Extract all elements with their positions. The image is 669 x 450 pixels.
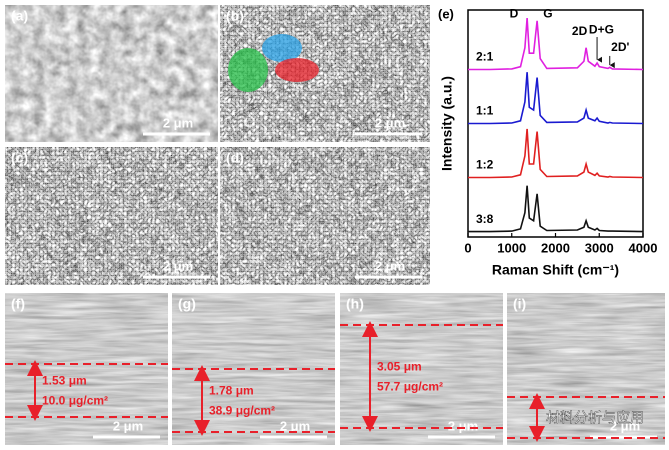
- scale-bar-label: 2 μm: [280, 418, 310, 433]
- watermark: 材料分析与应用: [546, 410, 644, 426]
- overlay-blue: [262, 34, 302, 62]
- scale-bar-label: 2 μm: [163, 258, 193, 273]
- scale-bar-label: 2 μm: [375, 258, 405, 273]
- x-tick-label: 0: [464, 240, 471, 255]
- scale-bar-label: 2 μm: [113, 418, 143, 433]
- legend-label: 1:1: [476, 104, 494, 118]
- spectrum: [468, 128, 644, 179]
- legend-label: 3:8: [476, 212, 494, 226]
- peak-label: D+G: [589, 23, 614, 37]
- y-axis-label: Intensity (a.u.): [439, 76, 455, 171]
- thickness-label: 1.53 μm: [42, 374, 87, 388]
- panel-label: (f): [11, 296, 25, 312]
- overlay-red: [275, 58, 319, 82]
- scale-bar-label: 2 μm: [448, 418, 478, 433]
- x-axis-label: Raman Shift (cm⁻¹): [492, 262, 619, 278]
- sem-images: (a) 2 μm (b) 2 μm (c) 2 μm (d) 2 μm (f) 2 μm 1.53 …: [5, 5, 665, 445]
- legend-label: 1:2: [476, 158, 494, 172]
- scale-bar-label: 2 μm: [375, 115, 405, 130]
- raman-chart: (e) 0 1000 2000 3000 4000 Raman Shift (cm⁻¹) In…: [430, 0, 669, 290]
- loading-label: 38.9 μg/cm²: [209, 404, 275, 418]
- panel-label: (h): [346, 296, 364, 312]
- panel-label: (i): [513, 296, 526, 312]
- sem-texture: [5, 293, 168, 445]
- x-tick-label: 2000: [541, 240, 570, 255]
- panel-label: (b): [226, 8, 244, 24]
- spectrum: [468, 18, 644, 71]
- chart-background: [430, 0, 669, 290]
- spectrum: [468, 72, 644, 125]
- peak-label: 2D: [572, 24, 588, 38]
- loading-label: 10.0 μg/cm²: [42, 394, 108, 408]
- sem-texture: [5, 147, 218, 285]
- spectrum: [468, 185, 644, 233]
- x-tick-label: 4000: [629, 240, 658, 255]
- panel-label: (c): [11, 150, 28, 166]
- scale-bar-label: 2 μm: [610, 418, 640, 433]
- panel-label: (g): [178, 296, 196, 312]
- panel-label: (d): [226, 150, 244, 166]
- x-tick-label: 1000: [497, 240, 526, 255]
- peak-label: 2D': [611, 40, 629, 54]
- peak-label: G: [543, 6, 552, 20]
- x-tick-label: 3000: [585, 240, 614, 255]
- scale-bar-label: 2 μm: [163, 115, 193, 130]
- legend-label: 2:1: [476, 50, 494, 64]
- peak-label: D: [510, 6, 519, 20]
- panel-label: (a): [11, 8, 28, 24]
- chart-title: (e): [438, 6, 454, 21]
- sem-texture: [5, 5, 218, 142]
- thickness-label: 1.78 μm: [209, 384, 254, 398]
- overlay-green: [228, 48, 268, 92]
- sem-texture: [220, 147, 430, 285]
- loading-label: 57.7 μg/cm²: [377, 380, 443, 394]
- thickness-label: 3.05 μm: [377, 360, 422, 374]
